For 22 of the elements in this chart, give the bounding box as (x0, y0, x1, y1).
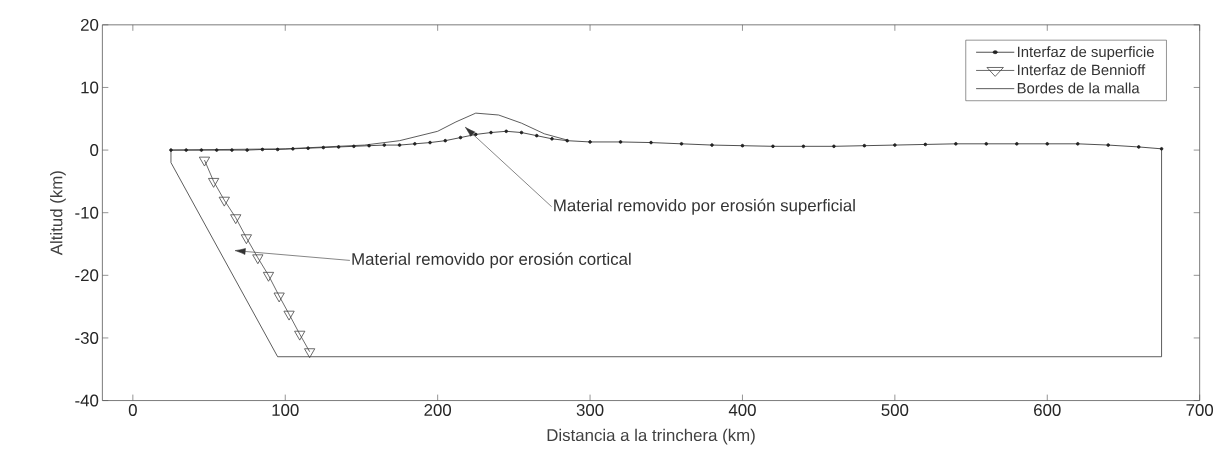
x-tick-label: 700 (1186, 403, 1214, 416)
x-tick-label: 300 (576, 403, 604, 416)
x-tick-label: 200 (424, 403, 452, 416)
legend-label: Bordes de la malla (1017, 82, 1140, 94)
x-tick-label: 0 (128, 403, 137, 416)
y-tick-label: -40 (75, 394, 99, 407)
x-tick-label: 500 (881, 403, 909, 416)
y-tick-label: 20 (81, 18, 99, 31)
y-tick-label: -10 (75, 206, 99, 219)
y-tick-label: -20 (75, 269, 99, 282)
x-tick-label: 400 (728, 403, 756, 416)
y-axis-title: Altitud (km) (50, 171, 66, 256)
x-axis-title: Distancia a la trinchera (km) (547, 428, 755, 445)
legend-label: Interfaz de Bennioff (1018, 64, 1146, 76)
y-tick-label: 0 (90, 144, 99, 156)
y-tick-label: -30 (75, 331, 99, 344)
legend-label: Interfaz de superficie (1018, 46, 1154, 60)
annotation: Material removido por erosión superficial (554, 198, 855, 215)
x-tick-label: 100 (272, 403, 299, 416)
x-tick-label: 600 (1034, 403, 1061, 416)
annotation: Material removido por erosión cortical (352, 252, 631, 269)
y-tick-label: 10 (81, 81, 99, 94)
